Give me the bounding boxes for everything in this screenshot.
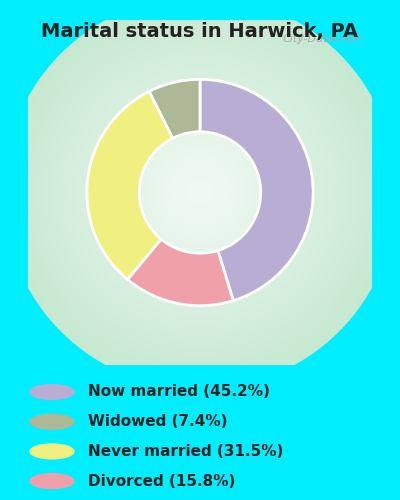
Circle shape	[96, 88, 304, 297]
Circle shape	[115, 108, 285, 278]
Circle shape	[17, 10, 383, 376]
Text: Marital status in Harwick, PA: Marital status in Harwick, PA	[42, 22, 358, 42]
Circle shape	[4, 0, 396, 388]
Circle shape	[30, 474, 74, 488]
Circle shape	[154, 147, 246, 238]
Text: Divorced (15.8%): Divorced (15.8%)	[88, 474, 235, 488]
Wedge shape	[200, 80, 313, 300]
Circle shape	[108, 101, 292, 284]
Text: Widowed (7.4%): Widowed (7.4%)	[88, 414, 228, 429]
Text: Never married (31.5%): Never married (31.5%)	[88, 444, 283, 459]
Circle shape	[89, 82, 311, 304]
Circle shape	[56, 49, 344, 336]
Circle shape	[161, 154, 239, 232]
Wedge shape	[87, 92, 173, 280]
Circle shape	[167, 160, 233, 225]
Circle shape	[102, 94, 298, 290]
Circle shape	[50, 42, 350, 343]
Circle shape	[76, 68, 324, 316]
Circle shape	[82, 75, 318, 310]
Circle shape	[148, 140, 252, 245]
Circle shape	[30, 22, 370, 362]
Text: City-Data.com: City-Data.com	[283, 34, 362, 44]
Circle shape	[187, 180, 213, 206]
Circle shape	[24, 16, 376, 369]
Circle shape	[10, 3, 390, 382]
Circle shape	[194, 186, 206, 199]
Circle shape	[69, 62, 331, 323]
Circle shape	[43, 36, 357, 350]
Circle shape	[30, 414, 74, 429]
Circle shape	[30, 444, 74, 459]
Circle shape	[122, 114, 278, 271]
Circle shape	[37, 29, 363, 356]
Circle shape	[63, 56, 337, 330]
Circle shape	[30, 384, 74, 400]
Circle shape	[180, 173, 220, 212]
Circle shape	[128, 120, 272, 264]
Circle shape	[141, 134, 259, 252]
Circle shape	[174, 166, 226, 218]
Wedge shape	[128, 239, 233, 306]
Text: Now married (45.2%): Now married (45.2%)	[88, 384, 270, 400]
Wedge shape	[149, 80, 200, 138]
Circle shape	[135, 127, 265, 258]
